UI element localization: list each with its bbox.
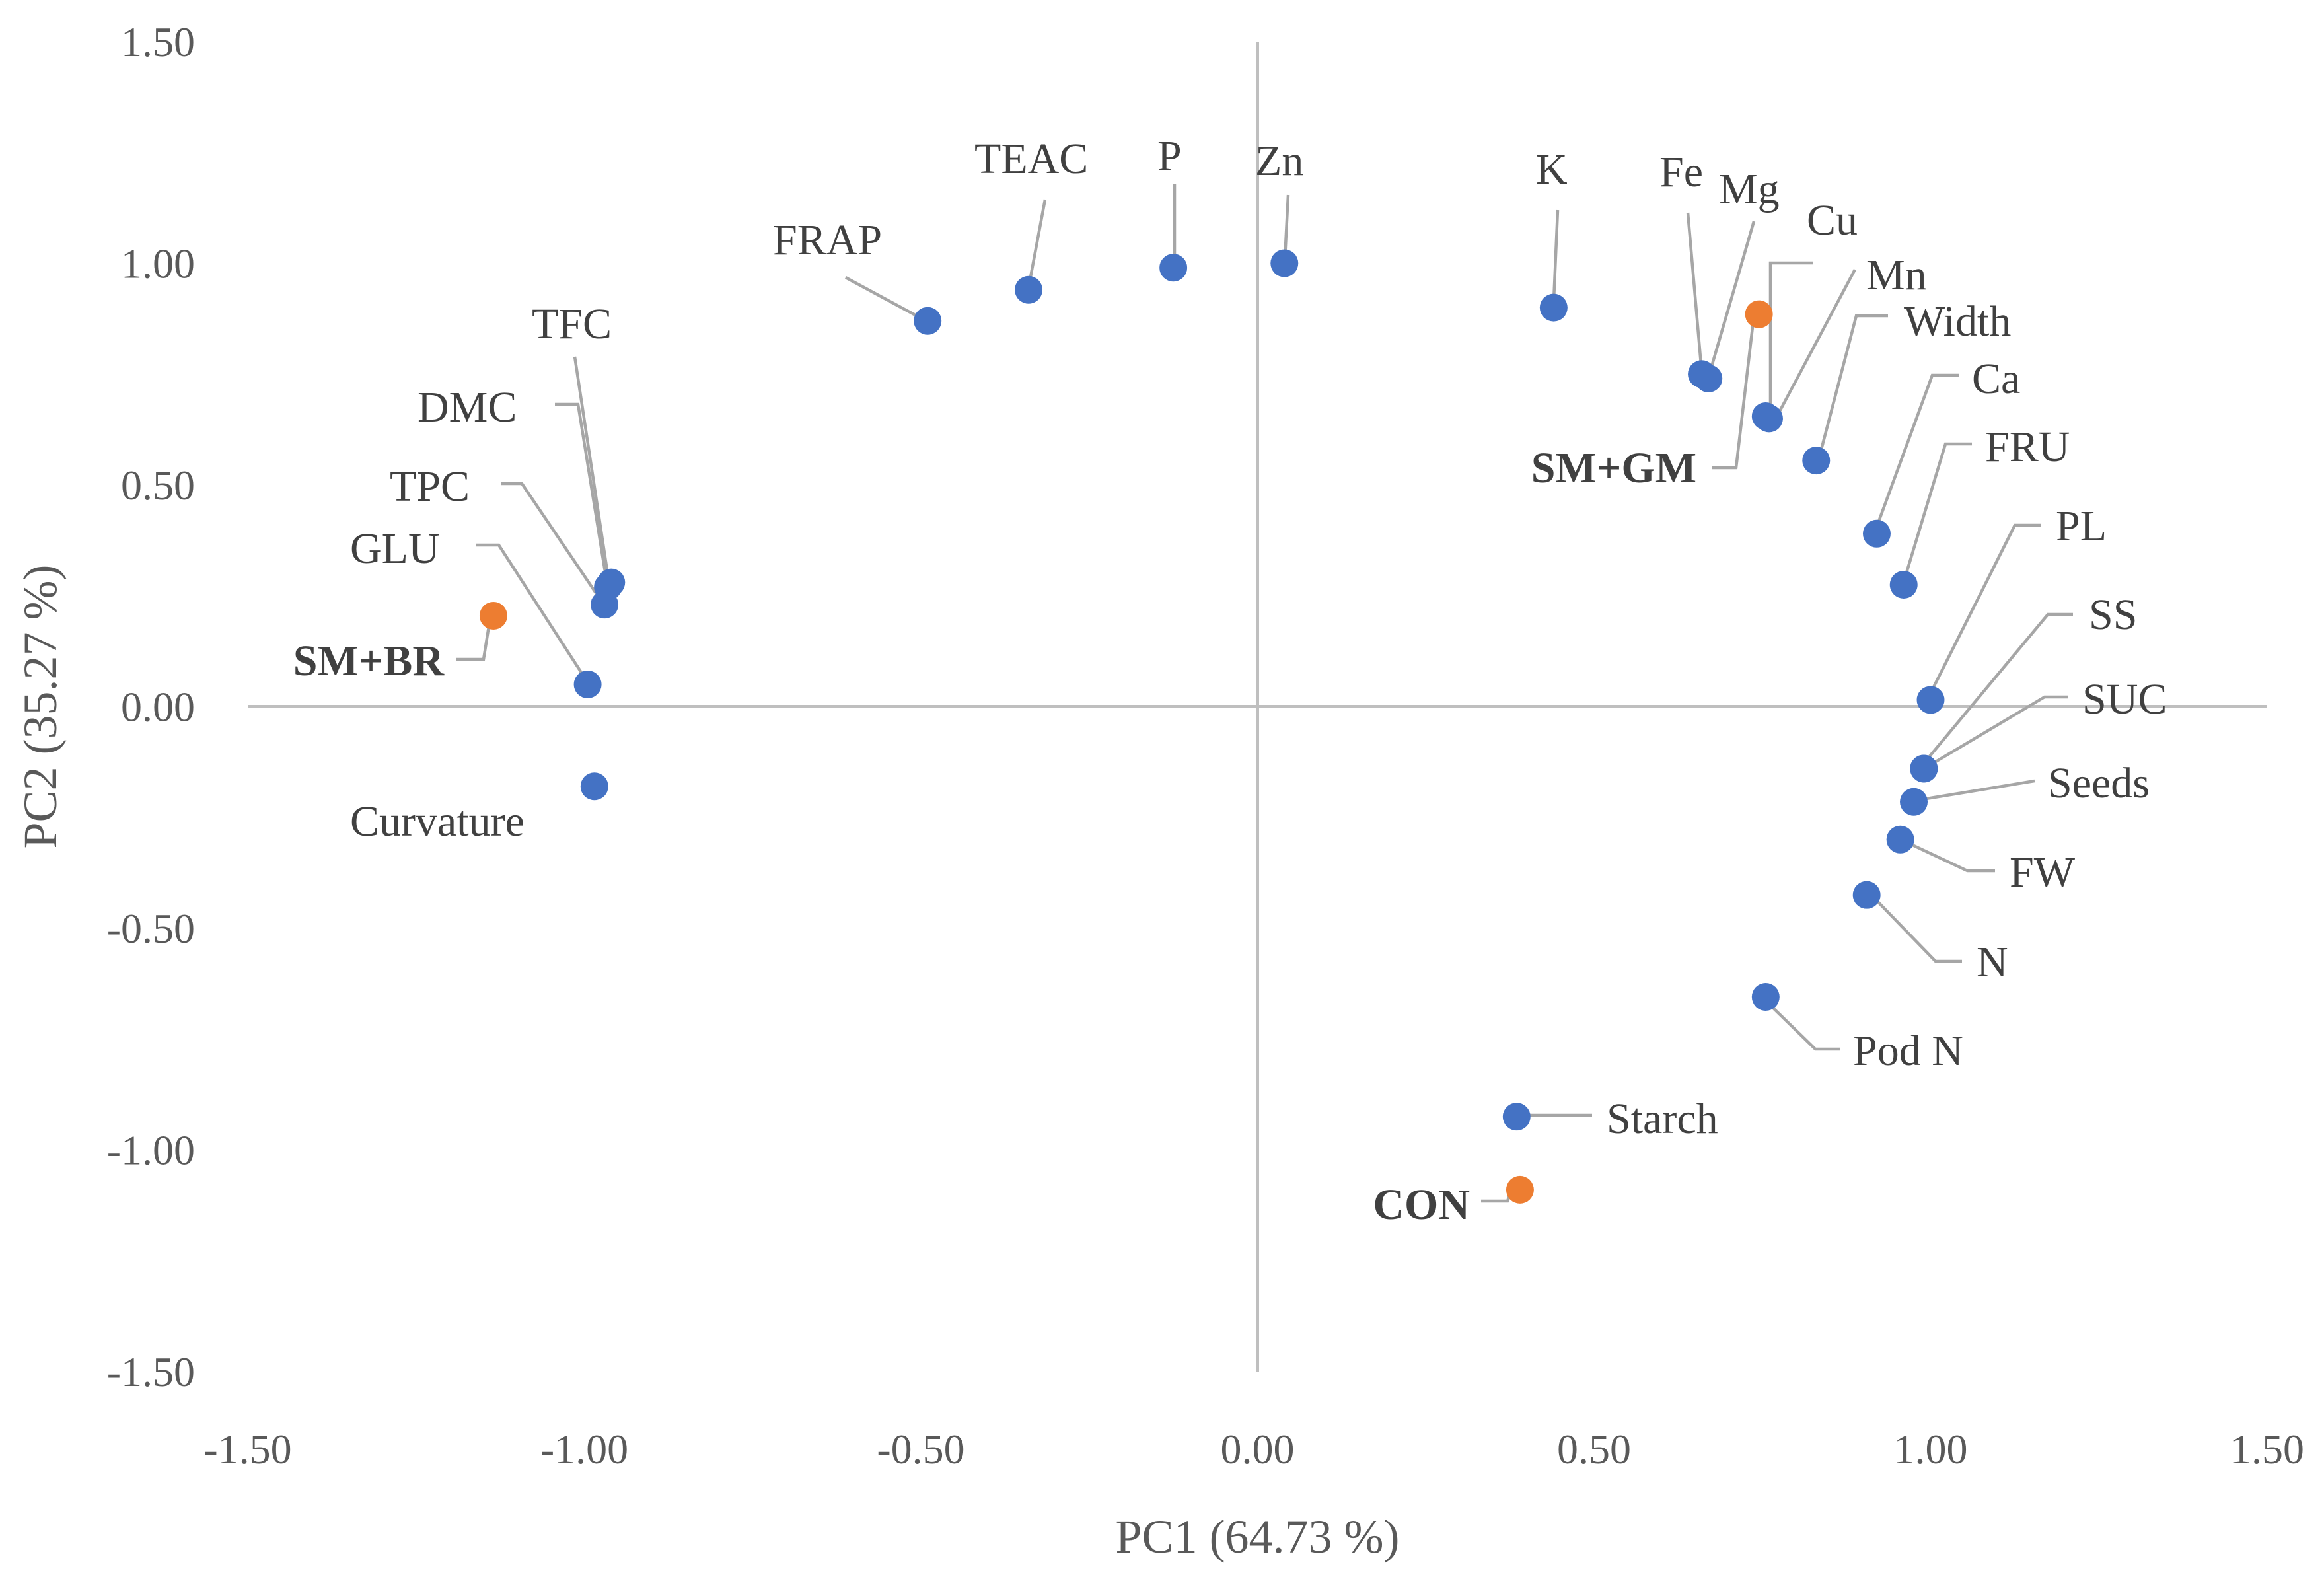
- leader-line-sm-br: [456, 617, 492, 661]
- label-sm-gm: SM+GM: [1531, 444, 1696, 492]
- label-mg: Mg: [1719, 165, 1780, 213]
- label-zn: Zn: [1255, 137, 1303, 185]
- label-tpc: TPC: [390, 462, 470, 511]
- point-frap: [914, 307, 942, 335]
- label-glu: GLU: [350, 525, 440, 573]
- label-tfc: TFC: [532, 300, 612, 348]
- leader-line-pl: [1926, 523, 2041, 700]
- point-mg: [1694, 364, 1723, 392]
- label-p: P: [1157, 132, 1182, 180]
- leader-line-width: [1818, 314, 1888, 455]
- y-tick-label: 1.50: [121, 18, 195, 65]
- leader-line-fw: [1902, 838, 1995, 873]
- label-n: N: [1977, 938, 2008, 986]
- y-tick-label: -1.00: [107, 1127, 195, 1174]
- leader-lines: [456, 184, 2073, 1203]
- y-tick-label: 0.00: [121, 684, 195, 731]
- leader-line-zn: [1283, 194, 1290, 260]
- y-tick-label: 1.00: [121, 240, 195, 287]
- x-tick-label: 1.50: [2230, 1426, 2304, 1473]
- leader-line-mn: [1776, 268, 1856, 418]
- label-width: Width: [1904, 297, 2011, 346]
- y-axis-title: PC2 (35.27 %): [14, 565, 67, 849]
- label-seeds: Seeds: [2048, 759, 2150, 807]
- point-curvature: [580, 772, 608, 801]
- leader-line-ca: [1874, 373, 1959, 529]
- point-teac: [1015, 275, 1043, 304]
- y-tick-label: 0.50: [121, 462, 195, 509]
- x-tick-label: 0.00: [1221, 1426, 1295, 1473]
- point-ca: [1862, 519, 1891, 548]
- label-mn: Mn: [1866, 251, 1927, 299]
- y-tick-label: -0.50: [107, 905, 195, 952]
- point-suc: [1910, 754, 1938, 783]
- label-teac: TEAC: [974, 135, 1088, 183]
- leader-line-n: [1868, 892, 1962, 963]
- label-sm-br: SM+BR: [293, 637, 445, 685]
- point-starch: [1502, 1103, 1531, 1131]
- label-cu: Cu: [1807, 196, 1858, 244]
- leader-line-pod-n: [1762, 998, 1840, 1051]
- leader-line-seeds: [1922, 779, 2035, 801]
- y-tick-labels: 1.50 1.00 0.50 0.00 -0.50 -1.00 -1.50: [107, 18, 195, 1395]
- label-curvature: Curvature: [350, 797, 525, 846]
- leader-line-tfc: [573, 356, 610, 575]
- label-starch: Starch: [1607, 1095, 1718, 1143]
- x-tick-label: -1.50: [203, 1426, 291, 1473]
- leader-line-k: [1552, 209, 1560, 301]
- point-glu: [573, 670, 602, 698]
- point-tpc: [591, 591, 619, 619]
- label-ss: SS: [2089, 591, 2137, 639]
- x-tick-label: -1.00: [540, 1426, 628, 1473]
- label-pod-n: Pod N: [1853, 1027, 1963, 1075]
- point-labels: TFC DMC TPC GLU Curvature FRAP TEAC P Zn K Fe Mg CuM…: [293, 132, 2167, 1229]
- axes: [248, 42, 2267, 1372]
- x-tick-label: -0.50: [877, 1426, 964, 1473]
- leader-line-fe: [1686, 212, 1703, 365]
- point-sm-br: [479, 601, 507, 630]
- leader-line-tpc: [501, 482, 599, 597]
- label-dmc: DMC: [418, 383, 517, 431]
- point-mn: [1755, 404, 1783, 433]
- leader-line-sm-gm: [1712, 315, 1756, 470]
- leader-line-mg: [1709, 221, 1756, 369]
- leader-line-suc: [1924, 695, 2068, 769]
- x-tick-label: 1.00: [1894, 1426, 1968, 1473]
- y-tick-label: -1.50: [107, 1348, 195, 1395]
- point-zn: [1270, 249, 1299, 277]
- label-fe: Fe: [1659, 148, 1703, 196]
- label-k: K: [1536, 145, 1568, 194]
- label-fru: FRU: [1985, 423, 2070, 471]
- x-tick-label: 0.50: [1557, 1426, 1631, 1473]
- leader-line-fru: [1902, 442, 1972, 582]
- leader-line-ss: [1921, 612, 2073, 766]
- label-pl: PL: [2056, 502, 2107, 550]
- point-sm-gm: [1745, 300, 1773, 328]
- point-pod-n: [1751, 983, 1780, 1011]
- label-suc: SUC: [2082, 675, 2167, 723]
- point-fru: [1889, 570, 1918, 599]
- leader-line-dmc: [555, 402, 608, 581]
- point-width: [1802, 447, 1831, 475]
- leader-line-frap: [844, 276, 923, 320]
- leader-line-cu: [1768, 261, 1813, 415]
- point-p: [1159, 254, 1188, 282]
- label-fw: FW: [2010, 848, 2076, 897]
- label-con: CON: [1373, 1181, 1470, 1229]
- point-fw: [1886, 825, 1914, 854]
- leader-line-glu: [476, 543, 583, 674]
- x-tick-labels: -1.50 -1.00 -0.50 0.00 0.50 1.00 1.50: [203, 1426, 2304, 1473]
- point-n: [1852, 881, 1881, 909]
- data-points: [479, 249, 1945, 1204]
- point-k: [1539, 293, 1568, 322]
- label-frap: FRAP: [773, 216, 882, 264]
- point-pl: [1916, 686, 1945, 714]
- x-axis-title: PC1 (64.73 %): [1116, 1510, 1400, 1563]
- point-con: [1506, 1175, 1534, 1204]
- leader-line-teac: [1027, 199, 1047, 285]
- point-seeds: [1900, 788, 1928, 816]
- label-ca: Ca: [1972, 355, 2020, 403]
